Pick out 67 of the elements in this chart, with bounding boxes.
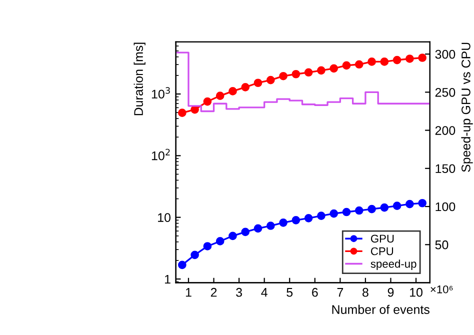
y-tick-label: 10$^{3}$ <box>152 87 170 99</box>
x-tick-label: 7 <box>337 288 344 297</box>
y2-axis-title: Speed-up GPU vs CPU <box>461 42 473 172</box>
x-tick-label: 6 <box>312 288 318 297</box>
point <box>342 208 351 216</box>
point <box>330 209 338 218</box>
point <box>216 237 224 246</box>
point <box>418 54 426 62</box>
x-tick-label: 9 <box>388 288 394 297</box>
point <box>368 58 376 66</box>
x-tick-label: 1 <box>186 288 192 297</box>
y-axis-title: Duration [ms] <box>134 42 146 116</box>
point <box>418 198 426 208</box>
legend-label: CPU <box>370 247 394 256</box>
y2-tick-label: 200 <box>435 126 456 135</box>
y2-tick-label: 100 <box>436 202 456 212</box>
point <box>203 97 212 106</box>
y-tick-label: 1 <box>164 274 170 284</box>
point <box>380 58 389 66</box>
point <box>292 216 300 224</box>
y-tick-label: 10$^{2}$ <box>152 148 170 160</box>
x-tick-label: 3 <box>236 288 242 297</box>
x-tick-label: 8 <box>362 288 368 297</box>
point <box>190 105 199 114</box>
point <box>406 54 414 63</box>
text: ×10⁶ <box>430 285 453 294</box>
point <box>178 108 186 117</box>
y2-tick-label: 300 <box>435 50 456 59</box>
point <box>354 60 364 69</box>
x-axis-title: Number of events <box>332 304 430 314</box>
point <box>317 212 326 220</box>
point <box>304 214 313 222</box>
point <box>368 204 376 214</box>
point <box>354 206 364 215</box>
point <box>254 224 262 233</box>
point <box>228 87 237 96</box>
y2-tick-label: 250 <box>435 88 456 97</box>
x-tick-label: 5 <box>286 288 293 297</box>
point <box>178 260 186 270</box>
x-tick-label: 4 <box>261 288 268 297</box>
point <box>380 203 389 212</box>
legend-label: GPU <box>370 234 394 243</box>
legend-label: speed-up <box>370 260 416 270</box>
y2-tick-label: 150 <box>436 164 456 174</box>
point <box>317 66 326 75</box>
point <box>330 64 338 73</box>
x-tick-label: 10 <box>410 288 422 297</box>
point <box>228 232 237 240</box>
point <box>279 72 288 80</box>
point <box>203 242 212 250</box>
point <box>266 76 275 84</box>
point <box>292 70 300 78</box>
point <box>241 228 250 236</box>
point <box>342 61 351 70</box>
point <box>241 83 250 92</box>
point <box>304 68 313 77</box>
point <box>190 250 199 260</box>
point <box>392 56 402 64</box>
y2-tick-label: 50 <box>435 240 448 250</box>
point <box>392 202 402 210</box>
point <box>266 222 275 230</box>
y-tick-label: 10 <box>158 213 171 222</box>
x-tick-label: 2 <box>210 288 217 297</box>
point <box>279 218 288 227</box>
point <box>406 200 414 208</box>
point <box>216 92 224 100</box>
point <box>254 78 262 88</box>
